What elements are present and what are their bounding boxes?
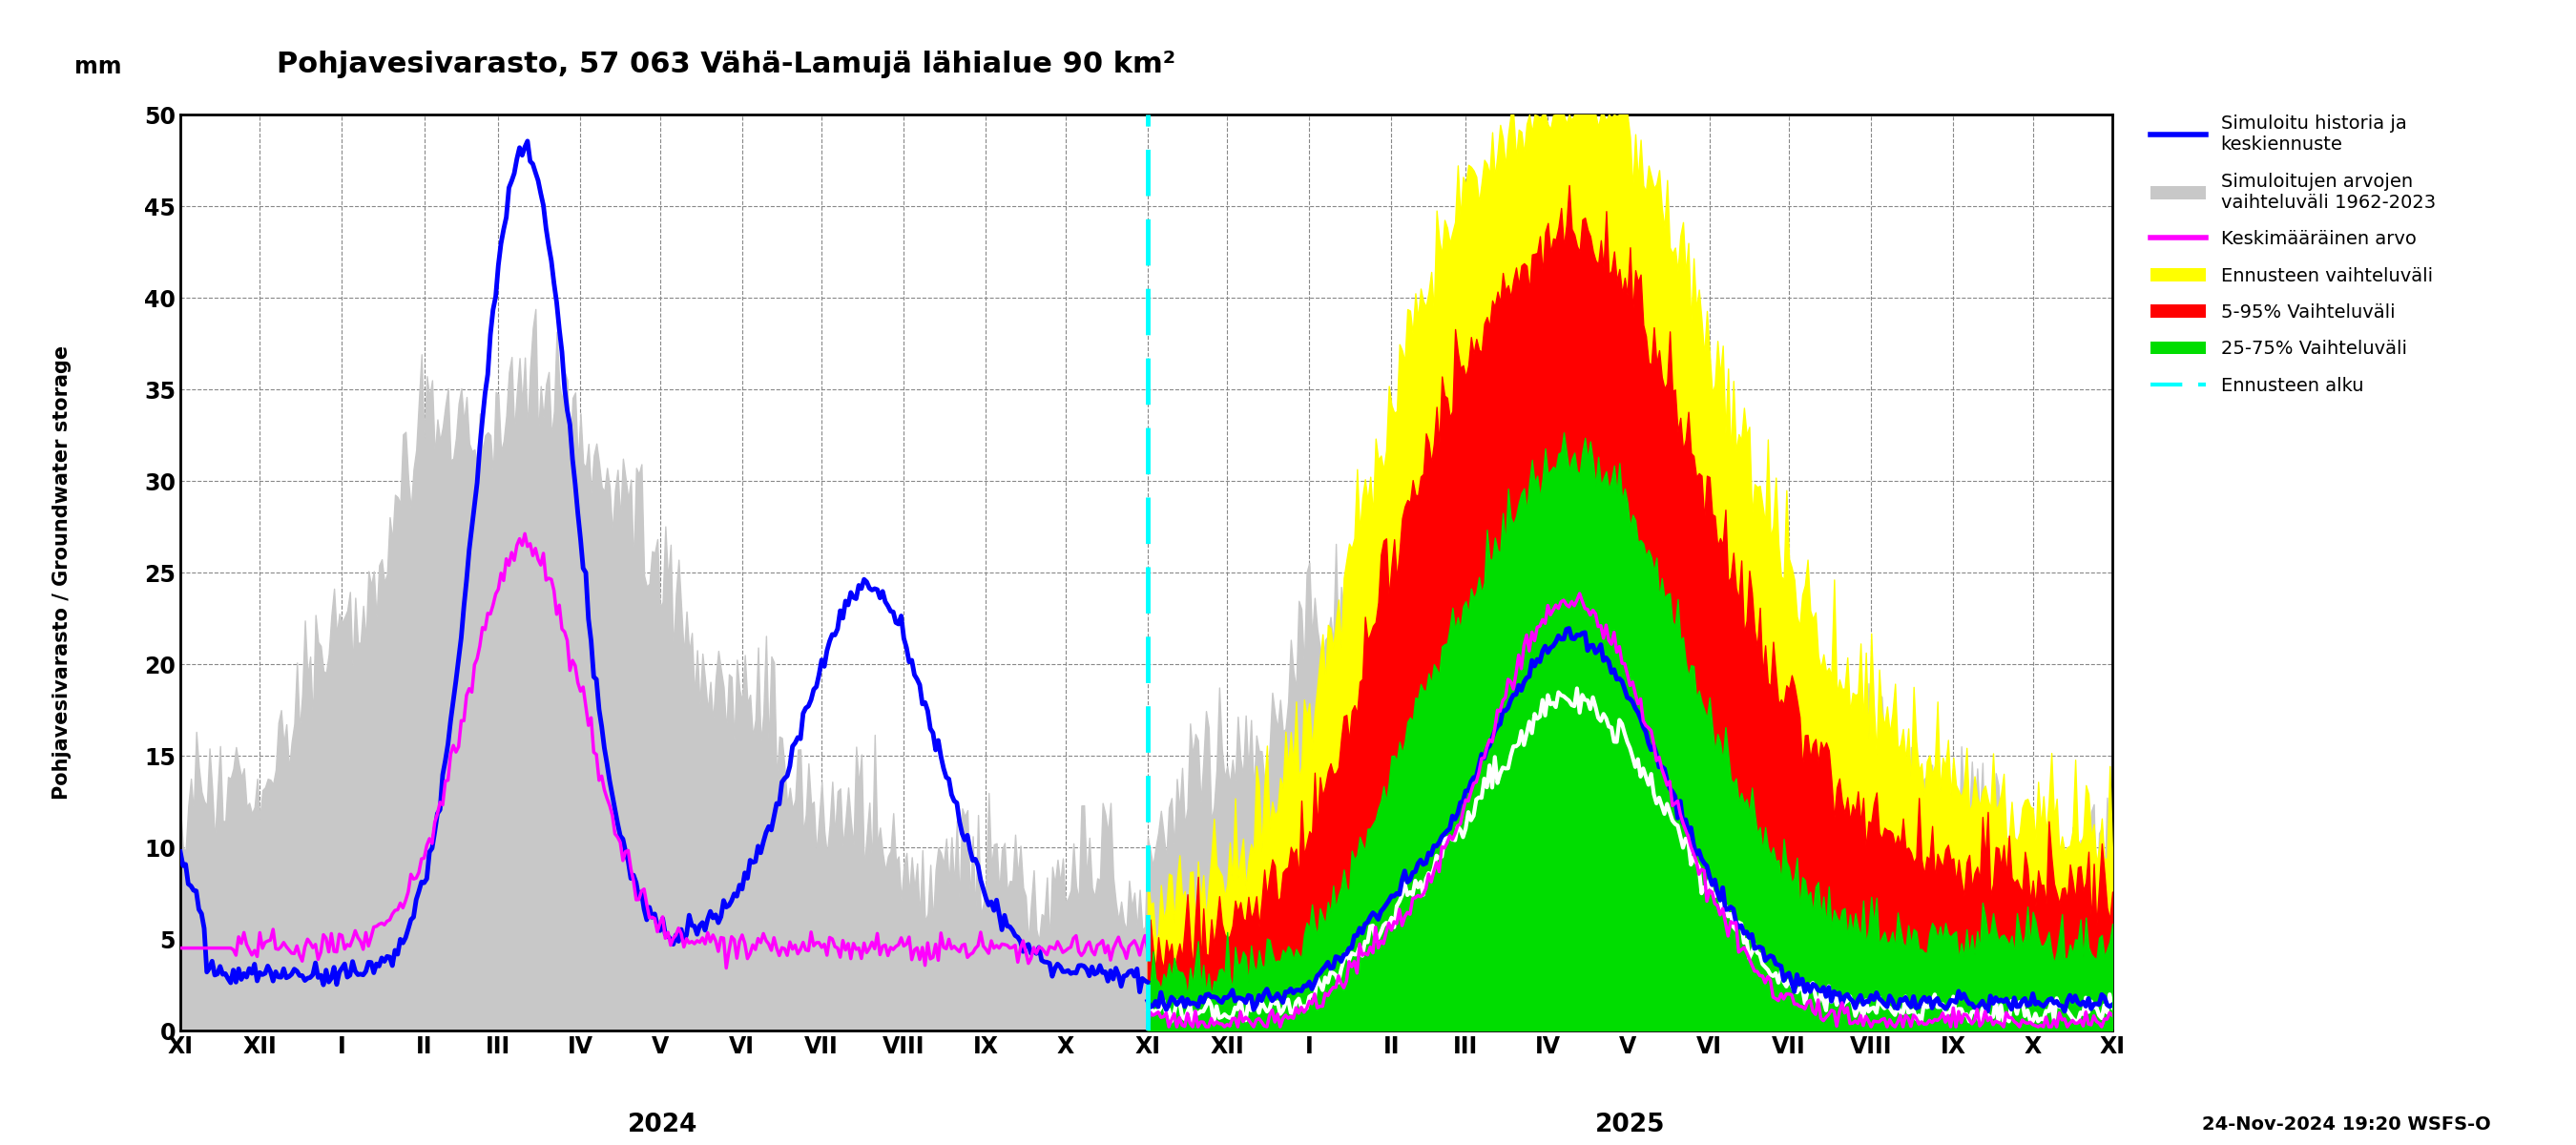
Legend: Simuloitu historia ja
keskiennuste, Simuloitujen arvojen
vaihteluväli 1962-2023,: Simuloitu historia ja keskiennuste, Simu…	[2141, 105, 2445, 404]
Text: Pohjavesivarasto, 57 063 Vähä-Lamujä lähialue 90 km²: Pohjavesivarasto, 57 063 Vähä-Lamujä läh…	[278, 50, 1175, 78]
Text: 2025: 2025	[1595, 1112, 1664, 1137]
Y-axis label: Pohjavesivarasto / Groundwater storage: Pohjavesivarasto / Groundwater storage	[52, 346, 72, 799]
Text: 2024: 2024	[629, 1112, 698, 1137]
Text: mm: mm	[75, 55, 121, 78]
Text: 24-Nov-2024 19:20 WSFS-O: 24-Nov-2024 19:20 WSFS-O	[2202, 1115, 2491, 1134]
